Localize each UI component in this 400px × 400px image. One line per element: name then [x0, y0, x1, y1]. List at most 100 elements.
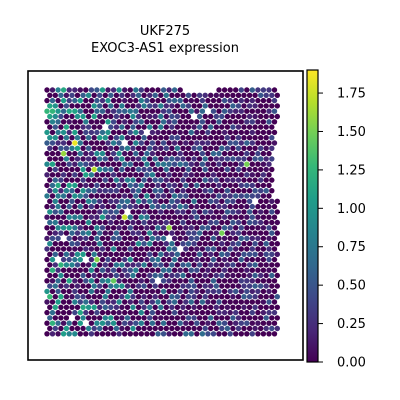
tissue-spot	[174, 294, 181, 300]
tissue-spot	[169, 145, 175, 151]
tissue-spot	[244, 129, 250, 136]
tissue-spot	[244, 235, 250, 242]
tissue-spot	[219, 135, 225, 141]
tissue-spot	[160, 309, 167, 316]
tissue-spot	[127, 214, 133, 220]
tissue-spot	[63, 156, 70, 162]
tissue-spot	[44, 235, 50, 242]
tissue-spot	[252, 304, 258, 310]
tissue-spot	[227, 299, 233, 305]
tissue-spot	[97, 113, 103, 120]
tissue-spot	[85, 262, 92, 268]
tissue-spot	[102, 135, 109, 141]
tissue-spot	[94, 161, 100, 167]
tissue-spot	[102, 92, 109, 99]
tissue-spot	[174, 209, 181, 215]
tissue-spot	[88, 150, 95, 157]
tissue-spot	[119, 272, 125, 279]
tissue-spot	[263, 209, 269, 215]
tissue-spot	[260, 235, 267, 242]
tissue-spot	[233, 172, 239, 178]
tissue-spot	[246, 135, 253, 141]
tissue-spot	[91, 251, 97, 257]
tissue-spot	[147, 209, 153, 215]
tissue-spot	[149, 214, 156, 220]
tissue-spot	[105, 182, 111, 189]
tissue-spot	[219, 92, 225, 99]
tissue-spot	[55, 246, 61, 252]
tissue-spot	[49, 309, 56, 316]
tissue-spot	[180, 241, 186, 247]
tissue-spot	[252, 294, 258, 300]
tissue-spot	[144, 214, 150, 220]
tissue-spot	[74, 315, 81, 321]
tissue-spot	[210, 214, 217, 220]
tissue-spot	[80, 272, 86, 279]
tissue-spot	[177, 203, 183, 210]
tissue-spot	[199, 288, 206, 295]
tissue-spot	[196, 251, 203, 257]
tissue-spot	[135, 294, 142, 300]
tissue-spot	[216, 150, 222, 157]
tissue-spot	[174, 156, 181, 162]
tissue-spot	[85, 113, 92, 120]
tissue-spot	[69, 294, 75, 300]
tissue-spot	[47, 103, 53, 109]
tissue-spot	[230, 198, 236, 204]
tissue-spot	[235, 219, 242, 226]
tissue-spot	[158, 145, 164, 151]
tissue-spot	[119, 251, 125, 257]
tissue-spot	[252, 103, 258, 109]
tissue-spot	[177, 214, 183, 220]
tissue-spot	[263, 156, 269, 162]
tissue-spot	[174, 166, 181, 173]
tissue-spot	[171, 299, 178, 305]
tissue-spot	[152, 145, 158, 151]
tissue-spot	[69, 304, 75, 310]
tissue-spot	[163, 135, 169, 141]
tissue-spot	[113, 166, 120, 173]
tissue-spot	[69, 283, 75, 289]
tissue-spot	[185, 113, 192, 120]
tissue-spot	[208, 188, 214, 194]
tissue-spot	[158, 325, 164, 332]
tissue-spot	[244, 161, 250, 167]
tissue-spot	[60, 214, 67, 220]
tissue-spot	[202, 251, 208, 257]
tissue-spot	[119, 315, 125, 321]
tissue-spot	[72, 161, 78, 167]
tissue-spot	[52, 283, 58, 289]
tissue-spot	[66, 108, 72, 114]
tissue-spot	[216, 193, 222, 199]
tissue-spot	[94, 150, 100, 157]
tissue-spot	[138, 288, 144, 295]
tissue-spot	[160, 87, 167, 93]
tissue-spot	[44, 129, 50, 136]
tissue-spot	[77, 278, 84, 284]
tissue-spot	[108, 166, 114, 173]
tissue-spot	[177, 267, 183, 273]
tissue-spot	[108, 124, 114, 130]
tissue-spot	[238, 182, 244, 189]
tissue-spot	[224, 135, 231, 141]
tissue-spot	[249, 193, 255, 199]
tissue-spot	[249, 182, 255, 189]
tissue-spot	[160, 129, 167, 136]
tissue-spot	[224, 92, 231, 99]
tissue-spot	[141, 230, 147, 236]
tissue-spot	[224, 166, 231, 173]
tissue-spot	[246, 283, 253, 289]
tissue-spot	[49, 150, 56, 157]
tissue-spot	[249, 331, 255, 337]
tissue-spot	[152, 294, 158, 300]
tissue-spot	[158, 251, 164, 257]
tissue-spot	[135, 103, 142, 109]
tissue-spot	[60, 193, 67, 199]
tissue-spot	[221, 108, 228, 114]
tissue-spot	[127, 320, 133, 326]
tissue-spot	[44, 182, 50, 189]
tissue-spot	[63, 272, 70, 279]
tissue-spot	[144, 267, 150, 273]
tissue-spot	[144, 172, 150, 178]
tissue-spot	[44, 140, 50, 146]
